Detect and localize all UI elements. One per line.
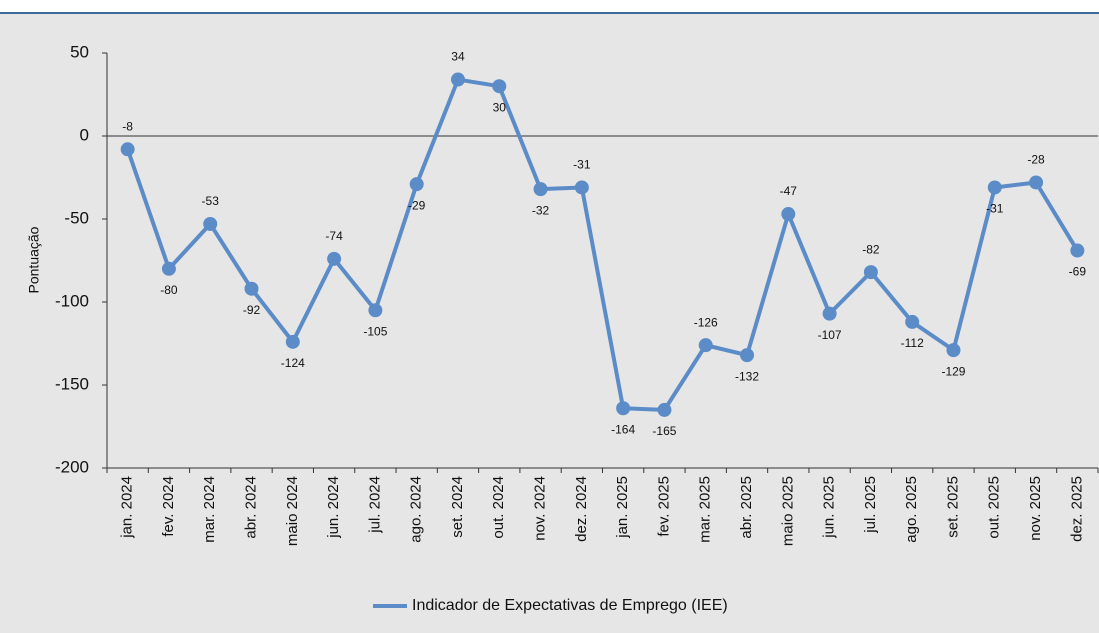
x-tick-label: jun. 2025	[821, 476, 838, 539]
x-tick-label: ago. 2024	[408, 476, 425, 543]
data-point	[120, 142, 135, 157]
x-tick-label: set. 2024	[449, 476, 466, 538]
data-label: -165	[652, 424, 676, 438]
y-tick-label: -100	[55, 291, 89, 310]
data-point	[822, 306, 837, 321]
data-label: -31	[573, 158, 591, 172]
x-tick-label: fev. 2024	[160, 476, 177, 537]
data-point	[698, 338, 713, 353]
x-tick-label: out. 2024	[490, 476, 507, 539]
data-label: -31	[986, 202, 1004, 216]
data-label: -29	[408, 198, 426, 212]
data-point	[905, 314, 920, 329]
data-point	[1070, 243, 1085, 258]
y-tick-label: 0	[80, 125, 89, 144]
data-point	[616, 401, 631, 416]
data-point	[781, 207, 796, 222]
chart-background	[0, 14, 1099, 633]
x-tick-label: maio 2025	[779, 476, 796, 546]
x-tick-label: dez. 2024	[573, 476, 590, 542]
data-point	[161, 261, 176, 276]
data-point	[533, 182, 548, 197]
data-label: -132	[735, 369, 759, 383]
y-tick-label: -50	[64, 208, 89, 227]
data-point	[203, 216, 218, 231]
data-label: -129	[941, 364, 965, 378]
data-label: -107	[818, 328, 842, 342]
data-label: -82	[862, 242, 880, 256]
data-label: -74	[325, 229, 343, 243]
data-point	[327, 251, 342, 266]
data-label: -105	[363, 324, 387, 338]
data-label: -8	[122, 119, 133, 133]
data-point	[863, 265, 878, 280]
data-label: -80	[160, 283, 178, 297]
x-tick-label: jan. 2025	[614, 476, 631, 539]
data-point	[368, 303, 383, 318]
data-label: -164	[611, 422, 635, 436]
x-tick-label: nov. 2024	[532, 476, 549, 541]
data-point	[740, 348, 755, 363]
data-point	[946, 343, 961, 358]
x-tick-label: abr. 2025	[738, 476, 755, 539]
data-point	[657, 402, 672, 417]
data-point	[1029, 175, 1044, 190]
data-label: -53	[202, 194, 220, 208]
data-point	[492, 79, 507, 94]
data-point	[409, 177, 424, 192]
x-tick-label: fev. 2025	[655, 476, 672, 537]
x-tick-label: mar. 2025	[697, 476, 714, 543]
x-tick-label: mar. 2024	[201, 476, 218, 543]
x-tick-label: ago. 2025	[903, 476, 920, 543]
data-label: 30	[493, 100, 507, 114]
x-tick-label: jan. 2024	[119, 476, 136, 539]
data-point	[285, 334, 300, 349]
x-tick-label: maio 2024	[284, 476, 301, 546]
x-tick-label: dez. 2025	[1068, 476, 1085, 542]
data-point	[450, 72, 465, 87]
y-tick-label: -150	[55, 374, 89, 393]
data-label: -126	[694, 315, 718, 329]
legend-label: Indicador de Expectativas de Emprego (IE…	[412, 597, 728, 614]
data-point	[244, 281, 259, 296]
x-tick-label: out. 2025	[986, 476, 1003, 539]
data-label: -124	[281, 356, 305, 370]
x-tick-label: jul. 2025	[862, 476, 879, 534]
x-tick-label: jun. 2024	[325, 476, 342, 539]
y-tick-label: 50	[70, 42, 89, 61]
x-tick-label: jul. 2024	[366, 476, 383, 534]
data-label: -47	[780, 184, 798, 198]
data-label: -69	[1069, 265, 1087, 279]
data-label: -32	[532, 203, 550, 217]
data-label: 34	[451, 50, 465, 64]
data-label: -112	[901, 336, 924, 350]
series-line	[125, 77, 1080, 412]
y-axis-label: Pontuação	[26, 226, 42, 293]
data-label: -28	[1027, 153, 1045, 167]
y-tick-label: -200	[55, 457, 89, 476]
data-point	[574, 180, 589, 195]
x-tick-label: abr. 2024	[242, 476, 259, 539]
data-label: -92	[243, 303, 261, 317]
x-tick-label: set. 2025	[944, 476, 961, 538]
data-point	[987, 180, 1002, 195]
x-tick-label: nov. 2025	[1027, 476, 1044, 541]
